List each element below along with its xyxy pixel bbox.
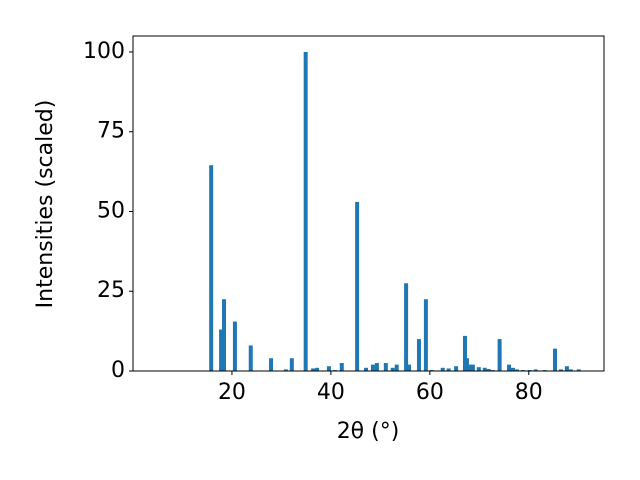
y-tick-label: 50 (97, 198, 125, 223)
bar (339, 363, 344, 371)
bar (440, 367, 445, 371)
bar (394, 364, 399, 371)
x-axis-label: 2θ (°) (337, 419, 400, 444)
bar (454, 366, 459, 371)
bar (510, 367, 515, 371)
y-tick-label: 25 (97, 278, 125, 303)
bar (311, 368, 316, 371)
bar (219, 329, 224, 371)
bar (467, 364, 472, 371)
bar (222, 299, 227, 371)
bar (486, 369, 491, 371)
bar (326, 366, 331, 371)
bar (407, 364, 412, 371)
y-axis-label: Intensities (scaled) (33, 100, 58, 309)
plot-frame (132, 35, 605, 372)
bar (303, 51, 308, 371)
x-tick-label: 40 (317, 380, 345, 405)
bar (553, 348, 558, 371)
bar (446, 368, 451, 371)
bar (416, 339, 421, 371)
bar (248, 345, 253, 371)
bar (315, 367, 320, 371)
bar (390, 367, 395, 371)
y-tick-label: 0 (111, 358, 125, 383)
bar (497, 339, 502, 371)
bar (364, 367, 369, 371)
bar (269, 358, 274, 371)
bar (558, 369, 563, 371)
x-tick-label: 80 (515, 380, 543, 405)
bar (355, 201, 360, 371)
bar (507, 364, 512, 371)
bar (283, 369, 288, 371)
y-tick-label: 75 (97, 119, 125, 144)
bar (533, 369, 538, 371)
bar (576, 369, 581, 371)
bar (209, 165, 214, 371)
bar (383, 363, 388, 371)
bar (232, 321, 237, 371)
bar (423, 299, 428, 371)
bar (564, 366, 569, 371)
x-tick-label: 60 (416, 380, 444, 405)
bar (470, 364, 475, 371)
bar (464, 358, 469, 371)
bar (289, 358, 294, 371)
bar (370, 364, 375, 371)
x-tick-label: 20 (218, 380, 246, 405)
bar (404, 283, 409, 371)
bar (462, 335, 467, 371)
bar (514, 369, 519, 371)
bar (374, 363, 379, 371)
bar (568, 369, 573, 371)
bar (476, 367, 481, 371)
y-tick-label: 100 (83, 39, 125, 64)
bar (482, 367, 487, 371)
